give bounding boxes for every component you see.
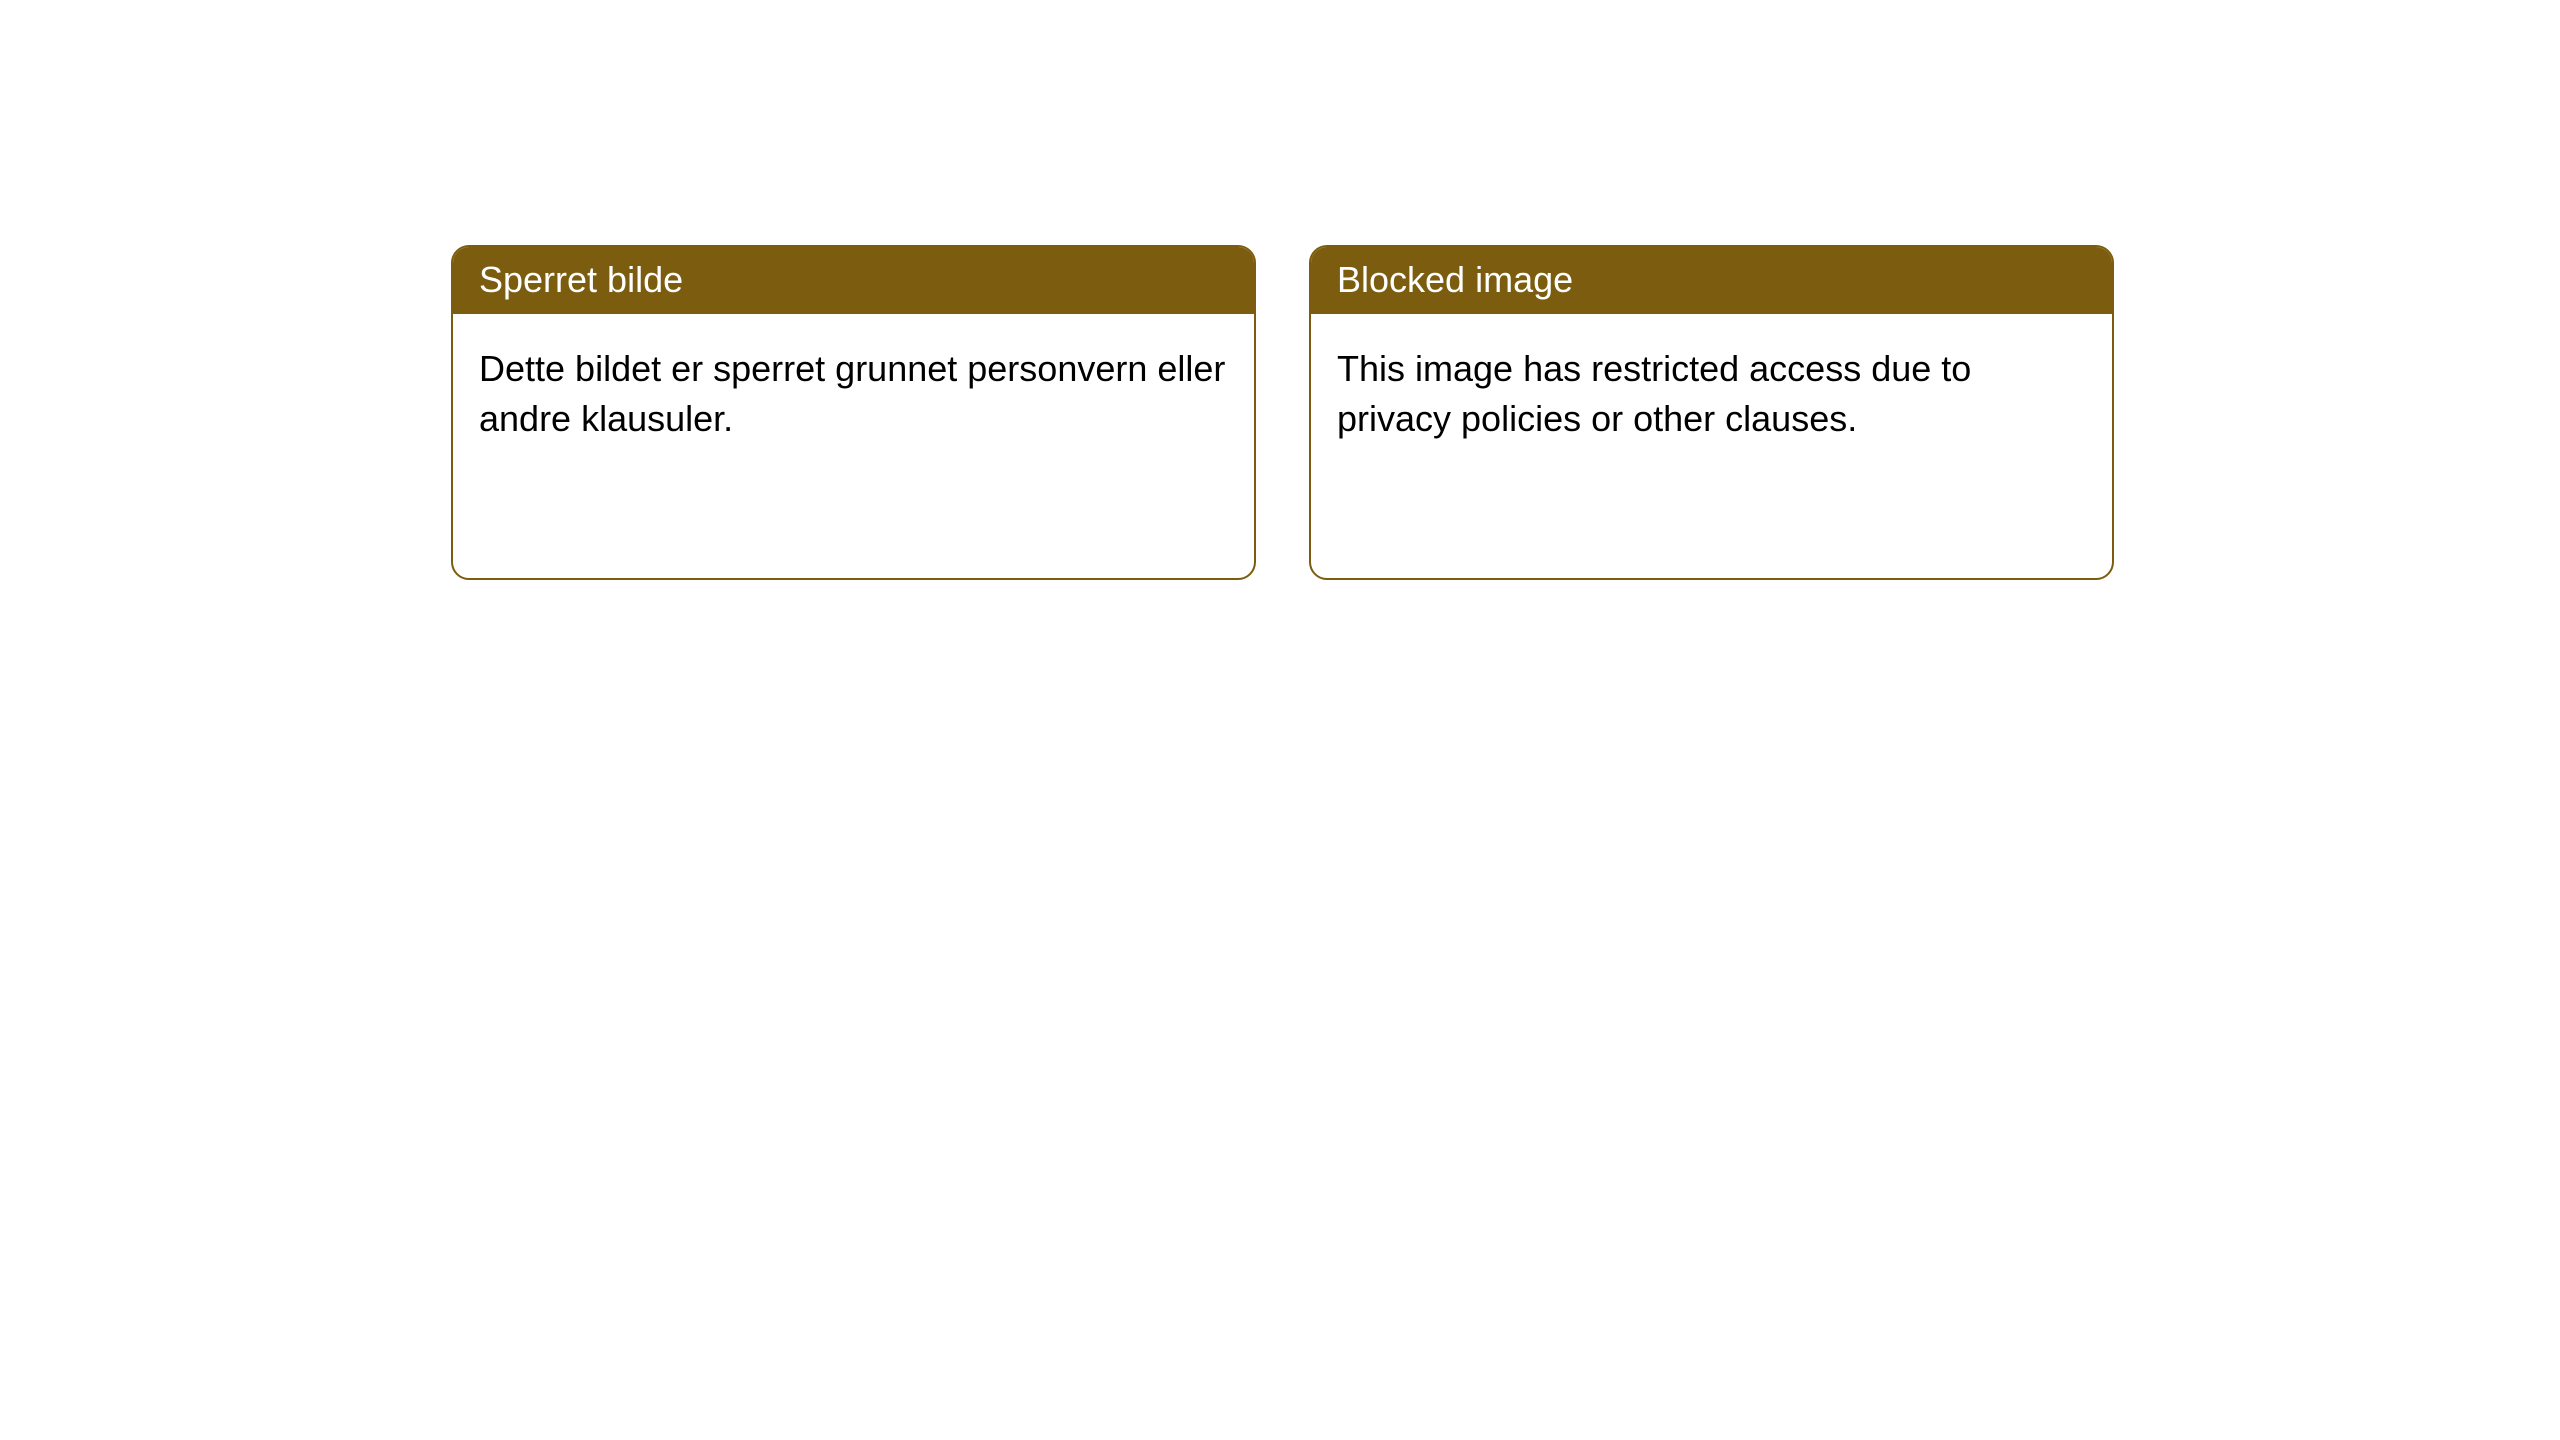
notice-container: Sperret bilde Dette bildet er sperret gr… xyxy=(451,245,2114,580)
notice-body-text: Dette bildet er sperret grunnet personve… xyxy=(479,348,1225,439)
notice-header: Blocked image xyxy=(1311,247,2112,314)
notice-box-english: Blocked image This image has restricted … xyxy=(1309,245,2114,580)
notice-body: This image has restricted access due to … xyxy=(1311,314,2112,475)
notice-body: Dette bildet er sperret grunnet personve… xyxy=(453,314,1254,475)
notice-title: Blocked image xyxy=(1337,259,1573,300)
notice-title: Sperret bilde xyxy=(479,259,683,300)
notice-box-norwegian: Sperret bilde Dette bildet er sperret gr… xyxy=(451,245,1256,580)
notice-body-text: This image has restricted access due to … xyxy=(1337,348,1971,439)
notice-header: Sperret bilde xyxy=(453,247,1254,314)
